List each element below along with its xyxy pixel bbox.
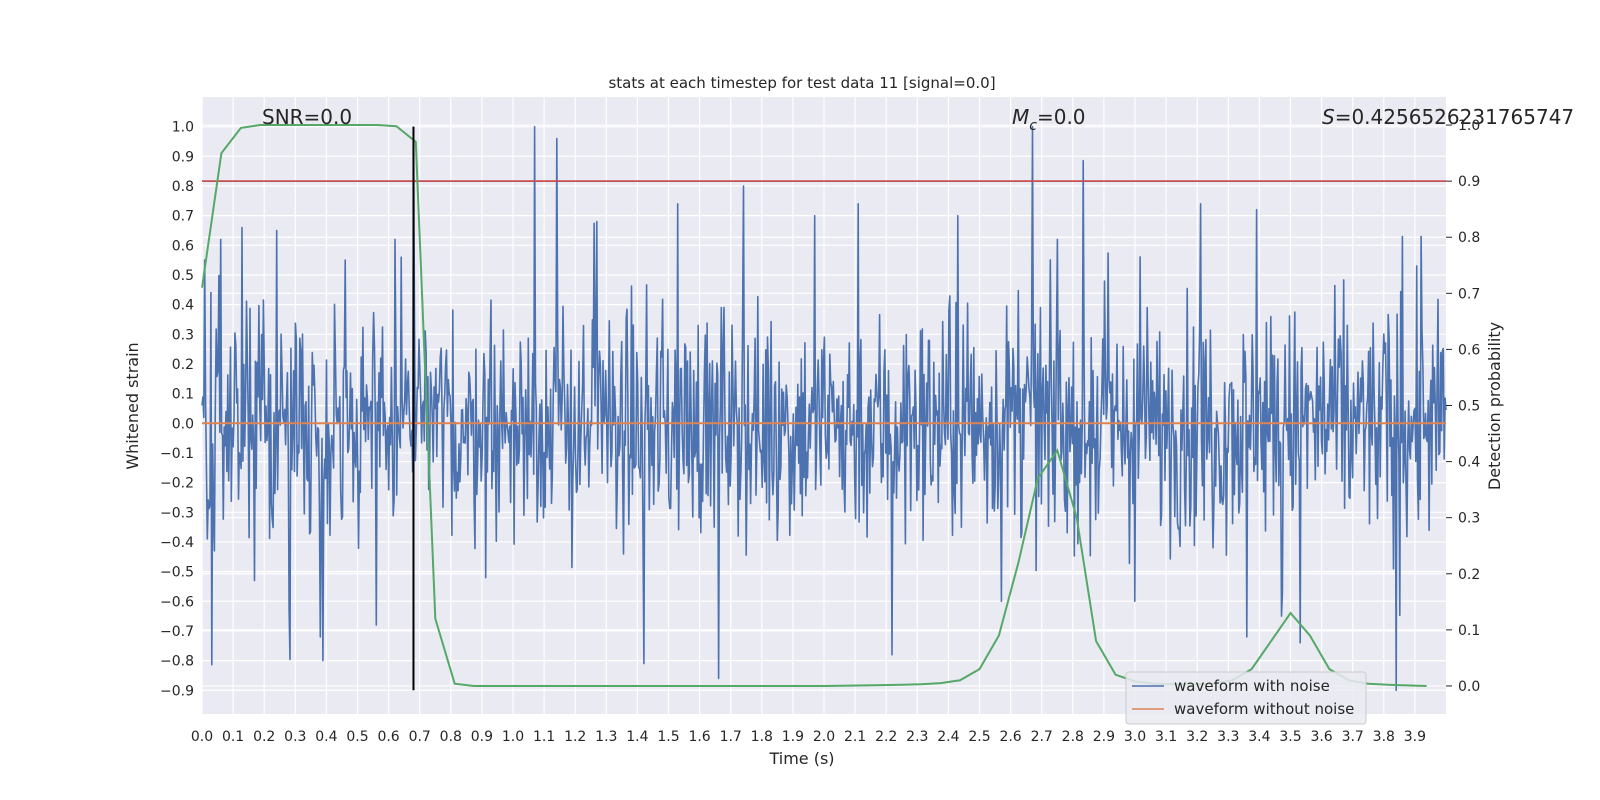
legend: waveform with noise waveform without noi… [1125,671,1367,725]
x-tick-label: 0.3 [284,729,306,745]
x-tick-label: 2.8 [1062,729,1084,745]
x-tick-label: 0.0 [191,729,213,745]
x-tick-label: 3.2 [1186,729,1208,745]
s-value: =0.4256526231765747 [1335,105,1574,129]
s-symbol: S [1322,105,1335,129]
y2-tick-label: 0.6 [1458,342,1480,358]
y2-tick-label: 0.1 [1458,623,1480,639]
x-tick-label: 3.1 [1155,729,1177,745]
overlay-lines [201,124,1446,691]
x-tick-label: 3.7 [1342,729,1364,745]
x-tick-label: 3.0 [1124,729,1146,745]
legend-label-noise: waveform with noise [1174,677,1330,695]
x-tick-label: 1.9 [782,729,804,745]
y2-tick-label: 1.0 [1458,118,1480,134]
x-tick-label: 2.2 [875,729,897,745]
x-tick-label: 1.1 [533,729,555,745]
x-tick-label: 2.9 [1093,729,1115,745]
x-tick-label: 3.8 [1373,729,1395,745]
detection-probability-line [201,124,1427,687]
y-tick-label: 0.7 [172,209,194,225]
y-tick-label: 0.9 [172,149,194,165]
y2-tick-label: 0.4 [1458,455,1480,471]
y2-tick-label: 0.0 [1458,679,1480,695]
y-tick-label: 0.6 [172,238,194,254]
chart-title: stats at each timestep for test data 11 … [608,74,995,92]
y2-tick-label: 0.9 [1458,174,1480,190]
mc-subscript: c [1029,118,1037,134]
x-tick-label: 2.4 [937,729,959,745]
x-tick-label: 0.4 [315,729,337,745]
x-tick-label: 0.7 [409,729,431,745]
y-tick-label: 0.1 [172,387,194,403]
waveform-with-noise-line [201,125,1447,692]
x-tick-label: 0.5 [346,729,368,745]
x-tick-label: 1.0 [502,729,524,745]
x-tick-label: 1.4 [626,729,648,745]
x-tick-label: 1.5 [657,729,679,745]
x-tick-label: 2.5 [968,729,990,745]
x-tick-label: 2.7 [1031,729,1053,745]
mc-symbol: M [1012,105,1029,129]
x-tick-label: 2.1 [844,729,866,745]
legend-box [1125,671,1367,725]
y-tick-label: −0.7 [160,624,194,640]
x-tick-label: 0.9 [471,729,493,745]
y-tick-label: −0.1 [160,446,194,462]
y2-axis-label: Detection probability [1485,322,1504,490]
y2-tick-label: 0.2 [1458,567,1480,583]
snr-annotation: SNR=0.0 [262,105,352,129]
y-tick-label: 0.2 [172,357,194,373]
x-tick-label: 3.3 [1217,729,1239,745]
x-tick-label: 3.5 [1279,729,1301,745]
x-tick-label: 0.8 [440,729,462,745]
x-tick-label: 3.6 [1310,729,1332,745]
x-tick-label: 0.2 [253,729,275,745]
x-axis-label: Time (s) [768,749,834,768]
x-tick-label: 2.0 [813,729,835,745]
mc-annotation: Mc=0.0 [1012,105,1086,134]
s-annotation: S=0.4256526231765747 [1322,105,1574,129]
x-tick-label: 1.8 [751,729,773,745]
y2-tick-label: 0.5 [1458,399,1480,415]
y-tick-label: 0.3 [172,327,194,343]
y-tick-label: −0.4 [160,535,194,551]
y-tick-label: −0.3 [160,505,194,521]
mc-value: =0.0 [1037,105,1086,129]
legend-label-clean: waveform without noise [1174,700,1354,718]
x-tick-label: 1.2 [564,729,586,745]
x-axis-ticks: 0.0 0.1 0.2 0.3 0.4 0.5 0.6 0.7 0.8 0.9 1.0 1.1 1.2 1… [191,729,1426,745]
x-tick-label: 0.1 [222,729,244,745]
y-tick-label: 1.0 [172,120,194,136]
y-tick-label: −0.2 [160,476,194,492]
y-tick-label: 0.0 [172,416,194,432]
x-tick-label: 1.3 [595,729,617,745]
grid-lines [201,97,1446,714]
y2-tick-label: 0.8 [1458,230,1480,246]
y-tick-label: 0.5 [172,268,194,284]
x-tick-label: 3.9 [1404,729,1426,745]
y-tick-label: −0.8 [160,654,194,670]
x-tick-label: 2.3 [906,729,928,745]
y2-tick-label: 0.7 [1458,286,1480,302]
y-tick-label: 0.8 [172,179,194,195]
y-tick-label: −0.6 [160,594,194,610]
y-tick-label: −0.5 [160,565,194,581]
y-axis-label: Whitened strain [123,342,142,469]
x-tick-label: 1.6 [688,729,710,745]
x-tick-label: 0.6 [377,729,399,745]
x-tick-label: 2.6 [999,729,1021,745]
x-tick-label: 3.4 [1248,729,1270,745]
y-tick-label: −0.9 [160,683,194,699]
x-tick-label: 1.7 [720,729,742,745]
y2-axis-ticks: 0.0 0.1 0.2 0.3 0.4 0.5 0.6 0.7 0.8 0.9 1.0 [1446,118,1480,695]
waveform-with-noise-series [201,125,1447,692]
y2-tick-label: 0.3 [1458,511,1480,527]
y-axis-ticks: −0.9 −0.8 −0.7 −0.6 −0.5 −0.4 −0.3 −0.2 −0.1 0.0 0… [160,120,194,700]
y-tick-label: 0.4 [172,298,194,314]
